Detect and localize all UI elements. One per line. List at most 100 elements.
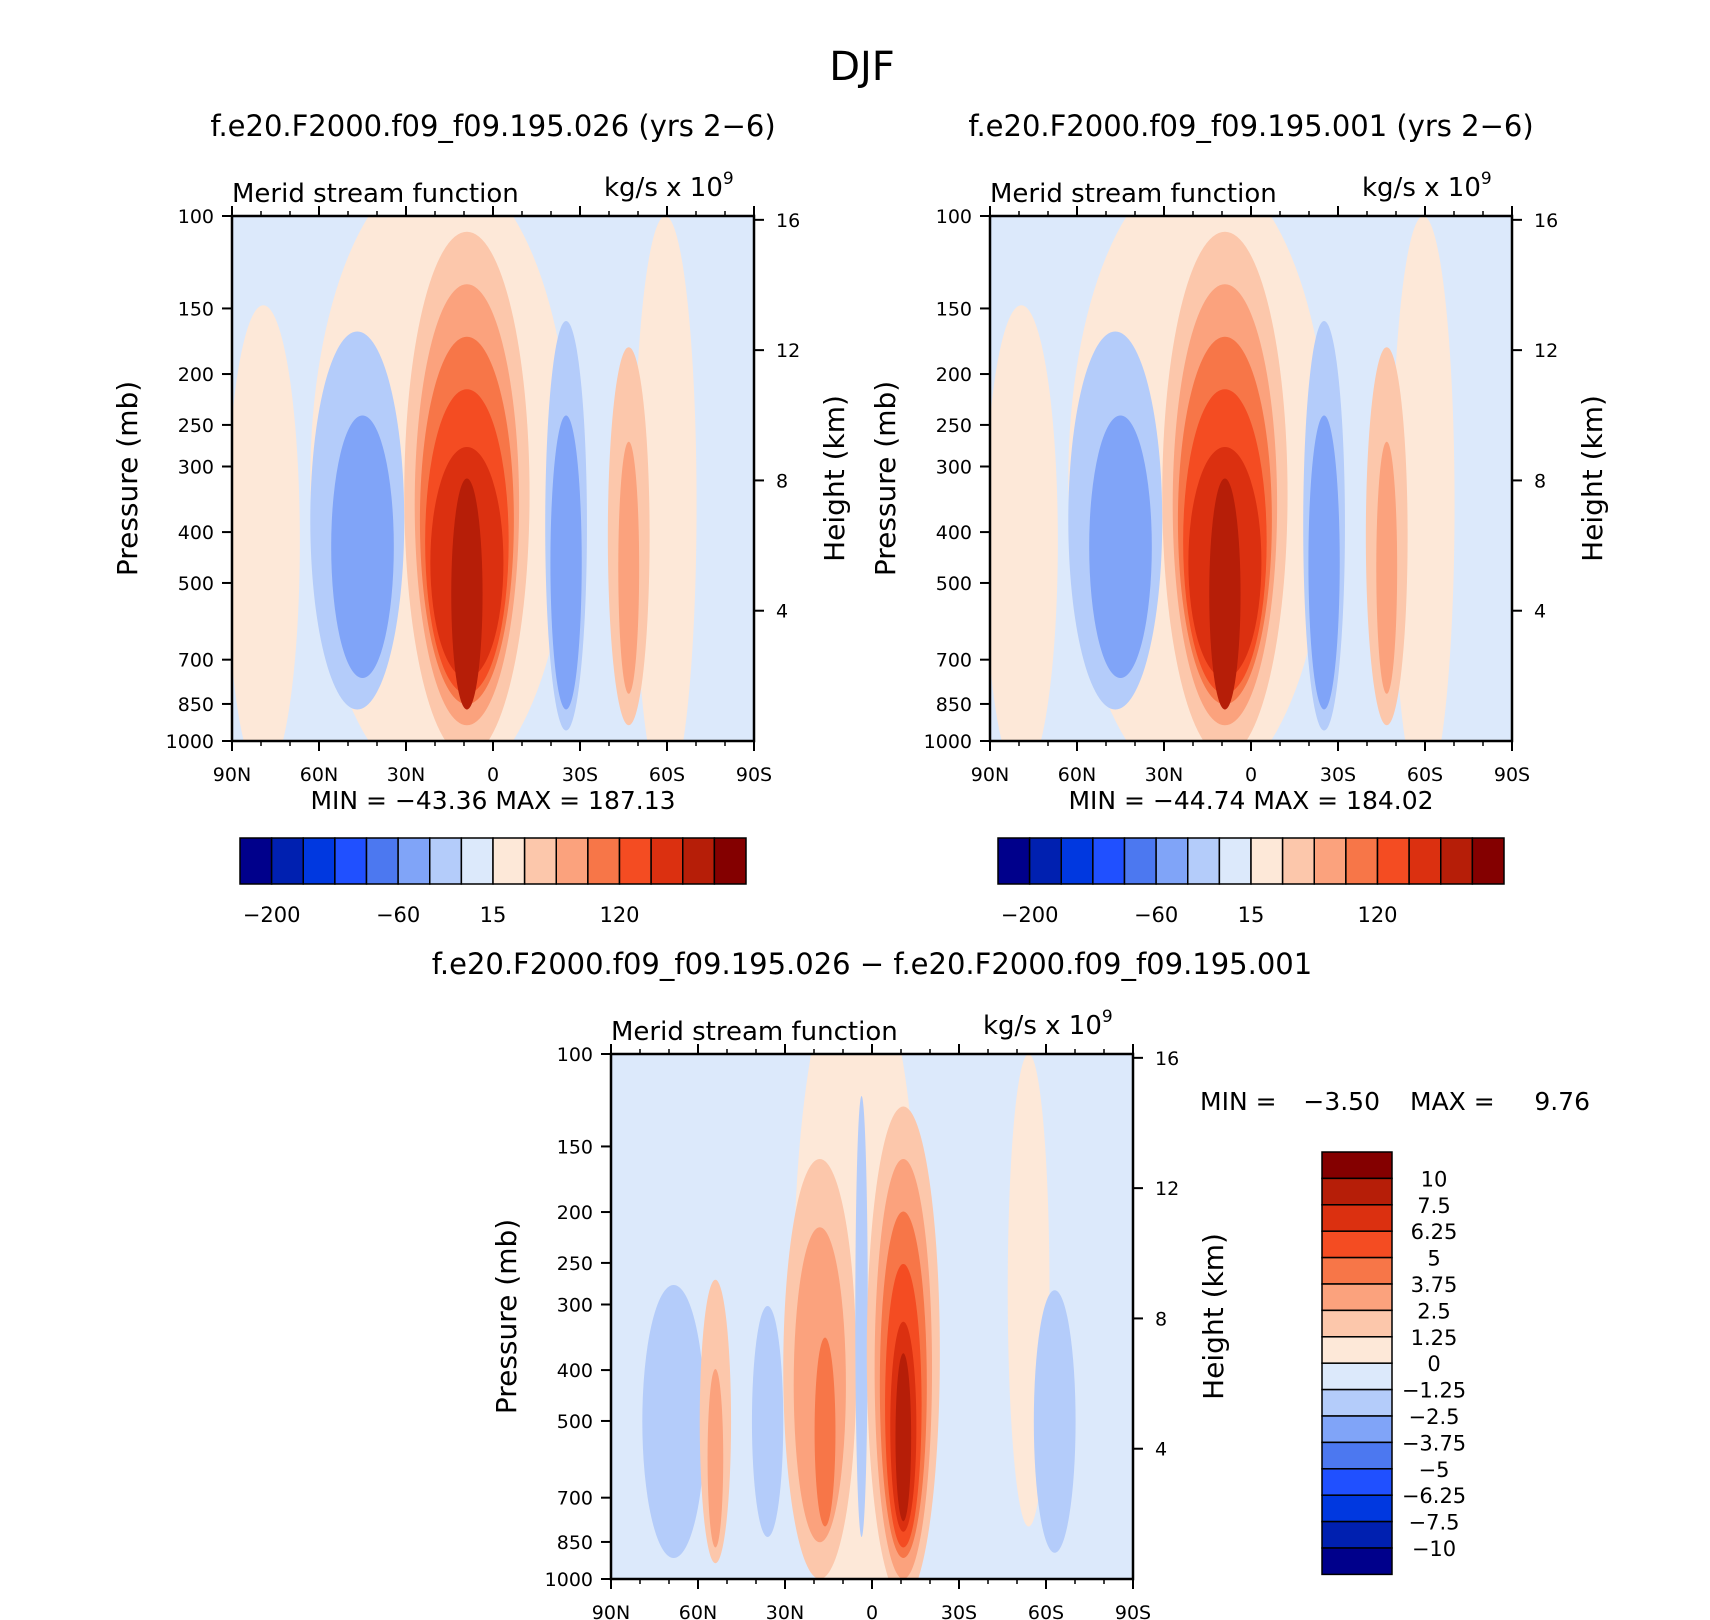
y2-tick-label: 16 bbox=[1155, 1048, 1179, 1070]
colorbar-label: −200 bbox=[1001, 903, 1059, 927]
x-tick-label: 60S bbox=[1028, 1602, 1064, 1620]
colorbar-swatch bbox=[365, 837, 399, 885]
contour-level-5 bbox=[331, 415, 394, 678]
x-tick-label: 90N bbox=[213, 764, 251, 786]
contour-level-17 bbox=[895, 1353, 912, 1522]
y2-tick-label: 8 bbox=[1534, 470, 1546, 492]
y-axis-label: Pressure (mb) bbox=[111, 381, 144, 576]
colorbar-swatch bbox=[1187, 837, 1221, 885]
y-axis-label: Pressure (mb) bbox=[869, 381, 902, 576]
colorbar-swatch bbox=[713, 837, 747, 885]
contour-level-2 bbox=[232, 305, 300, 741]
colorbar-swatch bbox=[334, 837, 368, 885]
x-tick-label: 90S bbox=[736, 764, 772, 786]
x-tick-label: 60N bbox=[679, 1602, 717, 1620]
y-tick-label: 850 bbox=[557, 1532, 593, 1554]
variable-label: Merid stream function bbox=[611, 1017, 898, 1047]
max-value: 9.76 bbox=[1534, 1087, 1590, 1116]
y2-tick-label: 4 bbox=[1534, 601, 1546, 623]
colorbar-swatch bbox=[239, 837, 273, 885]
colorbar-swatch bbox=[1155, 837, 1189, 885]
y2-tick-label: 16 bbox=[1534, 210, 1558, 232]
y-tick-label: 850 bbox=[178, 694, 214, 716]
colorbar: −200 −60 15 120 bbox=[239, 837, 747, 927]
y2-tick-label: 8 bbox=[1155, 1308, 1167, 1330]
colorbar-label: −60 bbox=[376, 903, 420, 927]
contour-level-7 bbox=[550, 415, 582, 710]
y-tick-label: 500 bbox=[178, 573, 214, 595]
y-tick-label: 500 bbox=[557, 1411, 593, 1433]
colorbar-label: 5 bbox=[1427, 1247, 1440, 1271]
units-exponent: 9 bbox=[1481, 169, 1492, 189]
contour-level-5 bbox=[1089, 415, 1152, 678]
colorbar-label: −5 bbox=[1419, 1458, 1450, 1482]
colorbar-label: −6.25 bbox=[1402, 1484, 1466, 1508]
contour-level-3 bbox=[1391, 216, 1455, 741]
contour-panel-1: 90N 60N 30N 0 30S 60S 90S 100 150 200 250 300 400 500… bbox=[111, 109, 851, 786]
colorbar-swatch bbox=[587, 837, 621, 885]
y-tick-label: 700 bbox=[936, 650, 972, 672]
colorbar-swatch bbox=[1321, 1520, 1393, 1549]
colorbar-label: 1.25 bbox=[1411, 1326, 1458, 1350]
colorbar-swatch bbox=[618, 837, 652, 885]
y-tick-label: 700 bbox=[178, 650, 214, 672]
min-max-label: MIN = −43.36 MAX = 187.13 bbox=[310, 786, 675, 815]
colorbar-swatch bbox=[1408, 837, 1442, 885]
y2-axis-label: Height (km) bbox=[1197, 1233, 1230, 1400]
colorbar-swatch bbox=[1092, 837, 1126, 885]
x-tick-label: 0 bbox=[487, 764, 499, 786]
case-title: f.e20.F2000.f09_f09.195.026 − f.e20.F200… bbox=[432, 947, 1312, 981]
colorbar-label: −60 bbox=[1134, 903, 1178, 927]
y-tick-label: 400 bbox=[557, 1360, 593, 1382]
colorbar-swatch bbox=[1321, 1151, 1393, 1180]
contour-level-2 bbox=[990, 305, 1058, 741]
colorbar-swatch bbox=[1250, 837, 1284, 885]
x-tick-label: 0 bbox=[866, 1602, 878, 1620]
x-tick-label: 30N bbox=[387, 764, 425, 786]
y-tick-label: 200 bbox=[557, 1202, 593, 1224]
y2-tick-label: 4 bbox=[1155, 1439, 1167, 1461]
colorbar-label: −200 bbox=[243, 903, 301, 927]
min-max-label: MIN = −44.74 MAX = 184.02 bbox=[1068, 786, 1433, 815]
colorbar-swatch bbox=[1060, 837, 1094, 885]
x-tick-label: 90S bbox=[1115, 1602, 1151, 1620]
colorbar-swatch bbox=[1345, 837, 1379, 885]
figure-title: DJF bbox=[829, 44, 895, 90]
y-tick-label: 400 bbox=[178, 522, 214, 544]
colorbar-swatch bbox=[1321, 1441, 1393, 1470]
contour-level-15 bbox=[1209, 478, 1241, 710]
case-title: f.e20.F2000.f09_f09.195.026 (yrs 2−6) bbox=[210, 109, 775, 143]
y-tick-label: 100 bbox=[178, 206, 214, 228]
colorbar-swatch bbox=[1321, 1204, 1393, 1232]
y-tick-label: 700 bbox=[557, 1488, 593, 1510]
colorbar-label: 0 bbox=[1427, 1352, 1440, 1376]
colorbar-swatch bbox=[1321, 1494, 1393, 1523]
x-tick-label: 90S bbox=[1494, 764, 1530, 786]
colorbar-label: −10 bbox=[1412, 1537, 1456, 1561]
colorbar-swatch bbox=[270, 837, 304, 885]
y-tick-label: 1000 bbox=[924, 731, 972, 753]
colorbar-label: 15 bbox=[1238, 903, 1265, 927]
contour-level-3 bbox=[642, 1285, 705, 1558]
units-label: kg/s x 109 bbox=[1362, 169, 1492, 203]
colorbar-swatch bbox=[1218, 837, 1252, 885]
colorbar-swatch bbox=[1321, 1256, 1393, 1285]
y-tick-label: 150 bbox=[178, 298, 214, 320]
colorbar-swatch bbox=[523, 837, 557, 885]
colorbar-swatch bbox=[997, 837, 1031, 885]
contour-level-11 bbox=[855, 1096, 868, 1537]
x-tick-label: 60S bbox=[649, 764, 685, 786]
colorbar-swatch bbox=[1028, 837, 1062, 885]
x-tick-label: 90N bbox=[592, 1602, 630, 1620]
x-tick-label: 0 bbox=[1245, 764, 1257, 786]
colorbar-swatch bbox=[555, 837, 589, 885]
x-tick-label: 30N bbox=[1145, 764, 1183, 786]
x-tick-label: 30S bbox=[941, 1602, 977, 1620]
y-tick-label: 100 bbox=[936, 206, 972, 228]
units-label: kg/s x 109 bbox=[983, 1007, 1113, 1041]
contour-field bbox=[990, 216, 1512, 741]
colorbar-swatch bbox=[1123, 837, 1157, 885]
y-tick-label: 100 bbox=[557, 1044, 593, 1066]
contour-level-9 bbox=[618, 441, 640, 694]
colorbar-swatch bbox=[460, 837, 494, 885]
